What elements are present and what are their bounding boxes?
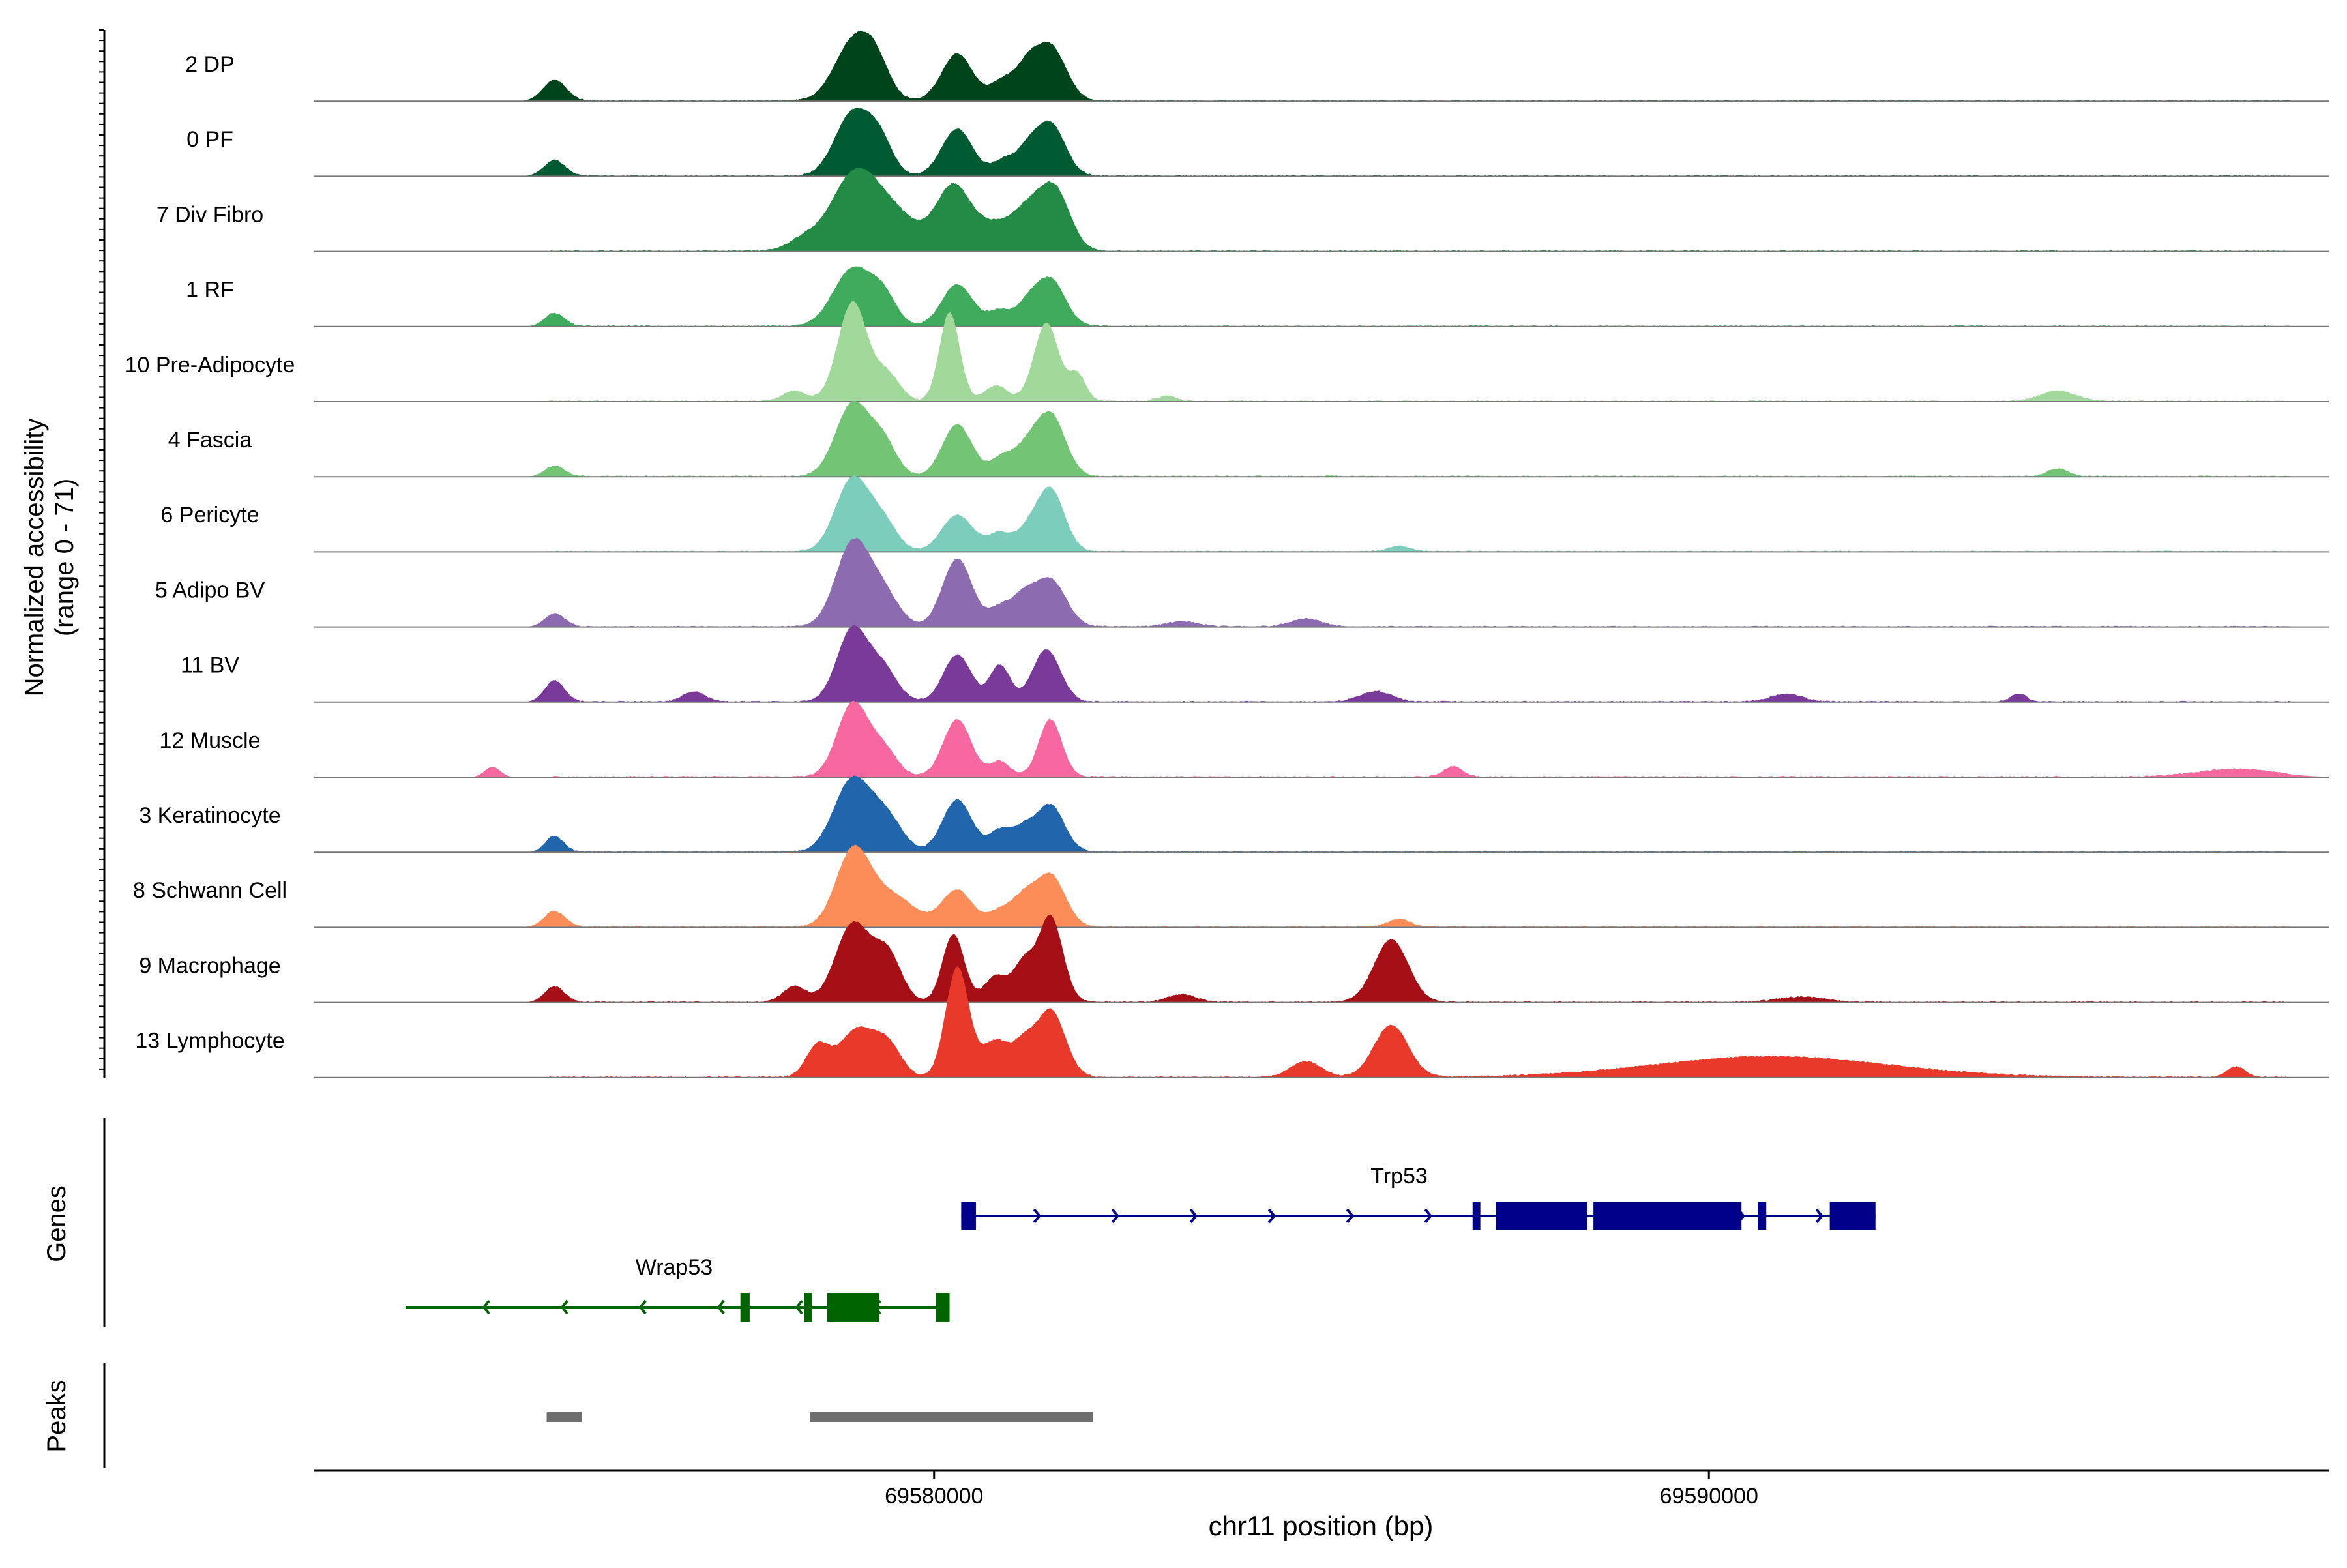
coverage-area-5 — [314, 400, 2329, 477]
track-label: 4 Fascia — [168, 428, 252, 452]
track-label: 0 PF — [186, 127, 233, 152]
track-label: 3 Keratinocyte — [139, 803, 280, 828]
exon — [936, 1293, 950, 1322]
exon — [1829, 1202, 1876, 1230]
genes-ylabel: Genes — [42, 1185, 71, 1262]
strand-arrow-icon — [482, 1299, 490, 1315]
track-label: 10 Pre-Adipocyte — [125, 353, 295, 377]
gene-label-trp53: Trp53 — [1370, 1164, 1428, 1189]
gene-label-wrap53: Wrap53 — [636, 1255, 713, 1280]
strand-arrow-icon — [638, 1299, 647, 1315]
peaks-ylabel: Peaks — [42, 1380, 71, 1452]
coverage-y-axis-label: Normalized accessibility (range 0 - 71) — [20, 419, 79, 697]
coverage-area-3 — [314, 266, 2329, 327]
coverage-area-4 — [314, 301, 2329, 402]
strand-arrow-icon — [716, 1299, 725, 1315]
coverage-area-6 — [314, 475, 2329, 552]
genes-y-axis-label: Genes — [42, 1185, 71, 1262]
coverage-area-8 — [314, 625, 2329, 702]
coverage-area-9 — [314, 700, 2329, 777]
coverage-area-2 — [314, 167, 2329, 252]
x-axis-label: chr11 position (bp) — [1209, 1511, 1434, 1541]
exon — [740, 1293, 750, 1322]
track-label: 6 Pericyte — [160, 503, 259, 527]
exon — [1758, 1202, 1767, 1230]
track-label: 5 Adipo BV — [155, 578, 265, 602]
peaks-y-axis-label: Peaks — [42, 1380, 71, 1452]
exon — [1496, 1202, 1587, 1230]
strand-arrow-icon — [1033, 1208, 1041, 1224]
peak-region-1 — [810, 1412, 1093, 1422]
strand-arrow-icon — [1267, 1208, 1276, 1224]
track-label: 7 Div Fibro — [156, 202, 263, 227]
track-label: 1 RF — [186, 278, 234, 303]
strand-arrow-icon — [1111, 1208, 1119, 1224]
track-label: 9 Macrophage — [139, 953, 280, 978]
exon — [1593, 1202, 1742, 1230]
track-label: 2 DP — [185, 52, 235, 77]
x-tick-label: 69590000 — [1660, 1484, 1758, 1509]
exon — [804, 1293, 812, 1322]
strand-arrow-icon — [560, 1299, 568, 1315]
x-tick-label: 69580000 — [885, 1484, 983, 1509]
strand-arrow-icon — [1346, 1208, 1354, 1224]
peak-region-0 — [546, 1412, 582, 1422]
exon — [961, 1202, 976, 1230]
coverage-area-11 — [314, 844, 2329, 928]
coverage-area-13 — [314, 966, 2329, 1078]
coverage-area-10 — [314, 775, 2329, 853]
track-label: 13 Lymphocyte — [135, 1029, 284, 1054]
track-label: 8 Schwann Cell — [133, 878, 287, 903]
strand-arrow-icon — [1424, 1208, 1432, 1224]
coverage-ylabel-line1: Normalized accessibility — [20, 419, 49, 697]
track-label: 11 BV — [181, 653, 239, 678]
exon — [827, 1293, 879, 1322]
strand-arrow-icon — [1189, 1208, 1198, 1224]
coverage-ylabel-line2: (range 0 - 71) — [50, 479, 79, 636]
strand-arrow-icon — [795, 1299, 803, 1315]
coverage-area-1 — [314, 107, 2329, 177]
track-label: 12 Muscle — [160, 728, 261, 753]
coverage-area-0 — [314, 30, 2329, 102]
strand-arrow-icon — [1815, 1208, 1823, 1224]
exon — [1472, 1202, 1481, 1230]
